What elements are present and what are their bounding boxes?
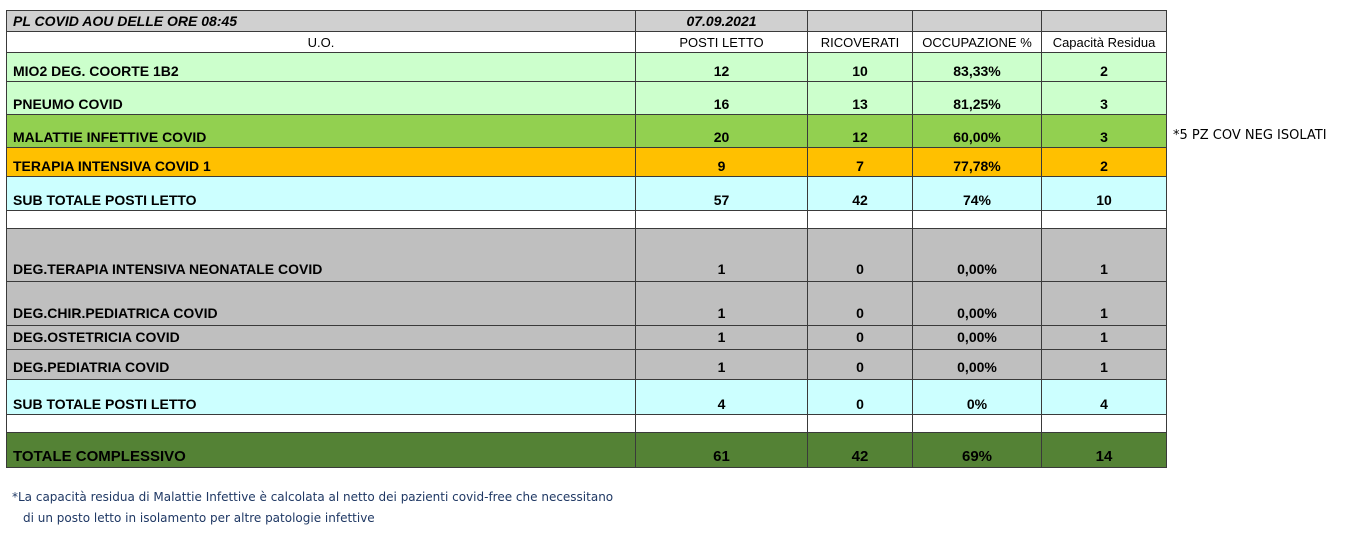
table-row: PNEUMO COVID 16 13 81,25% 3 — [6, 81, 1167, 115]
occupazione-value: 0,00% — [912, 325, 1042, 350]
unit-name: MALATTIE INFETTIVE COVID — [6, 114, 636, 148]
unit-name: PNEUMO COVID — [6, 81, 636, 115]
occupazione-value: 0,00% — [912, 281, 1042, 326]
header-posti-letto: POSTI LETTO — [635, 31, 808, 53]
title-row: PL COVID AOU DELLE ORE 08:45 07.09.2021 — [6, 10, 1167, 32]
ricoverati-value: 0 — [807, 325, 913, 350]
subtotal-label: SUB TOTALE POSTI LETTO — [6, 379, 636, 415]
empty-cell — [635, 210, 808, 229]
capacita-value: 2 — [1041, 147, 1167, 177]
empty-cell — [912, 210, 1042, 229]
posti-value: 9 — [635, 147, 808, 177]
empty-cell — [1041, 10, 1167, 32]
subtotal-row: SUB TOTALE POSTI LETTO 4 0 0% 4 — [6, 379, 1167, 415]
table-row: MIO2 DEG. COORTE 1B2 12 10 83,33% 2 — [6, 52, 1167, 82]
occupazione-value: 81,25% — [912, 81, 1042, 115]
occupazione-value: 60,00% — [912, 114, 1042, 148]
spacer-row — [6, 210, 1167, 229]
total-label: TOTALE COMPLESSIVO — [6, 432, 636, 468]
ricoverati-value: 12 — [807, 114, 913, 148]
table-row: DEG.TERAPIA INTENSIVA NEONATALE COVID 1 … — [6, 228, 1167, 282]
occupazione-value: 0,00% — [912, 228, 1042, 282]
unit-name: DEG.PEDIATRIA COVID — [6, 349, 636, 380]
spacer-row — [6, 414, 1167, 433]
posti-value: 61 — [635, 432, 808, 468]
unit-name: DEG.OSTETRICIA COVID — [6, 325, 636, 350]
capacita-value: 3 — [1041, 81, 1167, 115]
footnote: *La capacità residua di Malattie Infetti… — [12, 487, 613, 529]
posti-value: 1 — [635, 325, 808, 350]
posti-value: 12 — [635, 52, 808, 82]
occupazione-value: 77,78% — [912, 147, 1042, 177]
ricoverati-value: 42 — [807, 176, 913, 211]
unit-name: MIO2 DEG. COORTE 1B2 — [6, 52, 636, 82]
empty-cell — [807, 10, 913, 32]
table-row: DEG.OSTETRICIA COVID 1 0 0,00% 1 — [6, 325, 1167, 350]
report-date: 07.09.2021 — [635, 10, 808, 32]
occupazione-value: 0% — [912, 379, 1042, 415]
ricoverati-value: 10 — [807, 52, 913, 82]
posti-value: 20 — [635, 114, 808, 148]
empty-cell — [912, 414, 1042, 433]
ricoverati-value: 13 — [807, 81, 913, 115]
header-ricoverati: RICOVERATI — [807, 31, 913, 53]
empty-cell — [6, 210, 636, 229]
empty-cell — [807, 414, 913, 433]
occupazione-value: 74% — [912, 176, 1042, 211]
capacita-value: 3 — [1041, 114, 1167, 148]
footnote-line-2: di un posto letto in isolamento per altr… — [23, 511, 375, 525]
capacita-value: 1 — [1041, 228, 1167, 282]
subtotal-label: SUB TOTALE POSTI LETTO — [6, 176, 636, 211]
capacita-value: 10 — [1041, 176, 1167, 211]
empty-cell — [1041, 414, 1167, 433]
header-row: U.O. POSTI LETTO RICOVERATI OCCUPAZIONE … — [6, 31, 1167, 53]
posti-value: 4 — [635, 379, 808, 415]
header-uo: U.O. — [6, 31, 636, 53]
ricoverati-value: 0 — [807, 228, 913, 282]
covid-beds-table: PL COVID AOU DELLE ORE 08:45 07.09.2021 … — [6, 10, 1167, 468]
ricoverati-value: 42 — [807, 432, 913, 468]
empty-cell — [1041, 210, 1167, 229]
ricoverati-value: 7 — [807, 147, 913, 177]
occupazione-value: 83,33% — [912, 52, 1042, 82]
footnote-line-1: *La capacità residua di Malattie Infetti… — [12, 490, 614, 504]
posti-value: 57 — [635, 176, 808, 211]
capacita-value: 4 — [1041, 379, 1167, 415]
empty-cell — [912, 10, 1042, 32]
empty-cell — [6, 414, 636, 433]
posti-value: 1 — [635, 281, 808, 326]
empty-cell — [635, 414, 808, 433]
capacita-value: 2 — [1041, 52, 1167, 82]
posti-value: 1 — [635, 228, 808, 282]
posti-value: 16 — [635, 81, 808, 115]
occupazione-value: 0,00% — [912, 349, 1042, 380]
table-row: DEG.CHIR.PEDIATRICA COVID 1 0 0,00% 1 — [6, 281, 1167, 326]
unit-name: TERAPIA INTENSIVA COVID 1 — [6, 147, 636, 177]
total-row: TOTALE COMPLESSIVO 61 42 69% 14 — [6, 432, 1167, 468]
capacita-value: 1 — [1041, 349, 1167, 380]
capacita-value: 1 — [1041, 281, 1167, 326]
empty-cell — [807, 210, 913, 229]
posti-value: 1 — [635, 349, 808, 380]
table-row: DEG.PEDIATRIA COVID 1 0 0,00% 1 — [6, 349, 1167, 380]
capacita-value: 14 — [1041, 432, 1167, 468]
table-row: MALATTIE INFETTIVE COVID 20 12 60,00% 3 — [6, 114, 1167, 148]
header-capacita: Capacità Residua — [1041, 31, 1167, 53]
isolation-note: *5 PZ COV NEG ISOLATI — [1173, 128, 1327, 143]
unit-name: DEG.TERAPIA INTENSIVA NEONATALE COVID — [6, 228, 636, 282]
ricoverati-value: 0 — [807, 281, 913, 326]
subtotal-row: SUB TOTALE POSTI LETTO 57 42 74% 10 — [6, 176, 1167, 211]
capacita-value: 1 — [1041, 325, 1167, 350]
occupazione-value: 69% — [912, 432, 1042, 468]
unit-name: DEG.CHIR.PEDIATRICA COVID — [6, 281, 636, 326]
ricoverati-value: 0 — [807, 379, 913, 415]
header-occupazione: OCCUPAZIONE % — [912, 31, 1042, 53]
ricoverati-value: 0 — [807, 349, 913, 380]
report-title: PL COVID AOU DELLE ORE 08:45 — [6, 10, 636, 32]
table-row: TERAPIA INTENSIVA COVID 1 9 7 77,78% 2 — [6, 147, 1167, 177]
